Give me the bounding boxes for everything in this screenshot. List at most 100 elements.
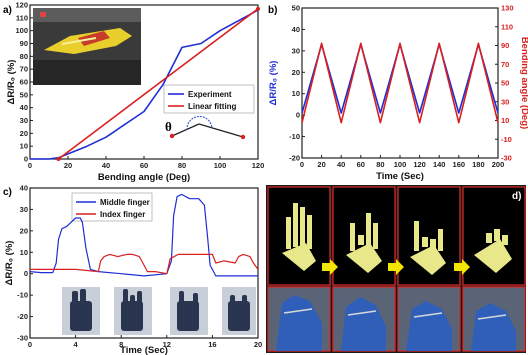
model-frame-1 — [267, 186, 331, 286]
legend-a-linear: Linear fitting — [188, 102, 237, 111]
ytick-label-c: -30 — [17, 334, 28, 343]
panel-a: a) θ Experiment Linear fitting Bending — [0, 0, 264, 183]
xtick-label-a: 120 — [252, 161, 264, 170]
xtick-label-c: 16 — [208, 340, 216, 349]
ytick-label-c: -20 — [17, 312, 28, 321]
chart-c-ylabel: ΔR/R₀ (%) — [4, 241, 15, 286]
chart-a-xlabel: Bending angle (Deg) — [98, 172, 190, 183]
ytick-right-label-b: -10 — [501, 135, 512, 144]
xtick-label-c: 12 — [163, 340, 171, 349]
xtick-label-c: 0 — [28, 340, 32, 349]
chart-c-legend: Middle finger Index finger — [71, 192, 153, 222]
xtick-label-b: 140 — [433, 160, 446, 169]
ytick-label-c: 20 — [20, 226, 28, 235]
inset-photo-sensor — [33, 8, 141, 85]
xtick-label-a: 80 — [178, 161, 186, 170]
chart-c-xlabel: Time (Sec) — [120, 345, 168, 355]
ytick-label-c: 30 — [20, 205, 28, 214]
series-line-c-0 — [29, 193, 258, 277]
ytick-label-a: 30 — [20, 116, 28, 125]
sensor-marker — [40, 12, 46, 17]
ytick-right-label-b: 110 — [501, 22, 513, 31]
chart-b-svg: b) Time (Sec) ΔR/R₀ (%) Bending angle (D… — [268, 4, 528, 183]
ytick-right-label-b: 70 — [501, 60, 509, 69]
chart-a-svg: a) θ Experiment Linear fitting Bending — [3, 1, 264, 184]
panel-b: b) Time (Sec) ΔR/R₀ (%) Bending angle (D… — [264, 0, 528, 183]
ytick-label-c: 10 — [20, 248, 28, 257]
hand-photo-1 — [62, 287, 100, 335]
ytick-label-b: -20 — [289, 154, 300, 163]
arrow-1 — [322, 259, 338, 275]
ytick-label-b: 10 — [292, 89, 300, 98]
ytick-label-a: 100 — [15, 26, 28, 35]
xtick-label-b: 60 — [357, 160, 365, 169]
xtick-label-b: 40 — [337, 160, 345, 169]
legend-c-index: Index finger — [100, 210, 145, 219]
xtick-label-c: 4 — [74, 340, 79, 349]
chart-c-svg: c) Middle finger Index finger Time (Sec)… — [3, 184, 262, 355]
ytick-right-label-b: 90 — [501, 41, 509, 50]
ytick-label-b: 40 — [292, 25, 300, 34]
hand-photo-2 — [114, 287, 152, 335]
xtick-label-a: 100 — [214, 161, 227, 170]
ytick-right-label-b: 130 — [501, 4, 514, 13]
panel-b-tag: b) — [268, 5, 277, 16]
panel-d-tag: d) — [512, 191, 521, 202]
ytick-label-a: 0 — [24, 155, 28, 164]
xtick-label-c: 20 — [254, 340, 262, 349]
xtick-label-b: 160 — [453, 160, 466, 169]
xtick-label-a: 40 — [102, 161, 110, 170]
model-frame-4 — [462, 186, 526, 286]
chart-a-ylabel: ΔR/R₀ (%) — [6, 60, 17, 105]
panel-c-tag: c) — [3, 187, 12, 198]
ytick-label-a: 110 — [16, 13, 28, 22]
xtick-label-b: 100 — [394, 160, 407, 169]
ytick-label-b: 50 — [292, 4, 300, 13]
ytick-label-c: 0 — [24, 269, 28, 278]
panel-a-tag: a) — [3, 5, 12, 16]
series-line-c-1 — [30, 253, 259, 275]
panel-c: c) Middle finger Index finger Time (Sec)… — [0, 183, 264, 355]
chart-b-ylabel-left: ΔR/R₀ (%) — [268, 61, 279, 106]
chart-a-legend: Experiment Linear fitting — [163, 84, 255, 114]
bending-angle-diagram: θ — [165, 115, 246, 140]
panel-d-svg: d) — [266, 185, 526, 353]
series-line-b-0 — [301, 43, 499, 114]
legend-c-middle: Middle finger — [100, 198, 150, 207]
ytick-label-a: 60 — [20, 78, 28, 87]
xtick-label-a: 0 — [28, 161, 32, 170]
ytick-label-a: 10 — [20, 142, 28, 151]
panel-d: d) — [264, 183, 528, 355]
chart-b-xlabel: Time (Sec) — [376, 171, 424, 182]
ytick-label-b: 20 — [292, 68, 300, 77]
ytick-right-label-b: 50 — [501, 79, 509, 88]
linear-fit-endpoint — [256, 6, 260, 11]
linear-fit-endpoint — [56, 157, 61, 161]
ytick-label-a: 20 — [20, 129, 28, 138]
theta-label: θ — [165, 119, 172, 134]
ytick-label-a: 70 — [20, 65, 28, 74]
legend-a-experiment: Experiment — [188, 90, 232, 99]
xtick-label-b: 0 — [300, 160, 304, 169]
arrow-3 — [454, 259, 470, 275]
series-line-b-1 — [301, 42, 499, 124]
ytick-label-b: -10 — [289, 132, 300, 141]
xtick-label-b: 180 — [472, 160, 485, 169]
ytick-right-label-b: -30 — [501, 154, 512, 163]
ytick-label-a: 90 — [20, 39, 28, 48]
hand-photos — [62, 287, 256, 335]
chart-c-frame — [29, 187, 259, 339]
ytick-label-c: -10 — [17, 291, 28, 300]
xtick-label-b: 120 — [413, 160, 426, 169]
ytick-right-label-b: 30 — [501, 97, 509, 106]
series-line-a-1 — [58, 8, 259, 160]
xtick-label-a: 20 — [64, 161, 72, 170]
xtick-label-b: 200 — [492, 160, 505, 169]
ytick-label-a: 80 — [20, 52, 28, 61]
model-frame-3 — [397, 186, 461, 286]
ytick-label-a: 50 — [20, 90, 28, 99]
xtick-label-c: 8 — [119, 340, 123, 349]
ytick-right-label-b: 10 — [501, 116, 509, 125]
glove-photos — [267, 286, 526, 352]
ytick-label-a: 120 — [15, 1, 28, 10]
